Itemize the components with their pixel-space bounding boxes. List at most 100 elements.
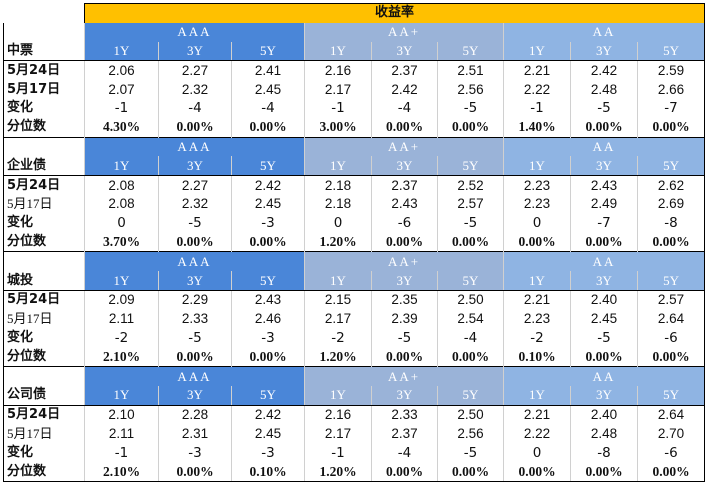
value-cell: 2.11 bbox=[84, 424, 159, 444]
value-cell: -2 bbox=[304, 328, 372, 348]
value-cell: 2.56 bbox=[437, 80, 504, 99]
rating-header: AA bbox=[502, 251, 706, 272]
value-cell: 2.64 bbox=[636, 309, 706, 329]
value-cell: 2.45 bbox=[231, 194, 305, 214]
row-label: 分位数 bbox=[3, 462, 85, 482]
value-cell: 2.49 bbox=[570, 194, 638, 214]
tenor-header: 1Y bbox=[84, 41, 159, 62]
value-cell: 2.16 bbox=[304, 60, 372, 81]
value-cell: 2.17 bbox=[304, 309, 372, 329]
value-cell: 0.00% bbox=[231, 117, 305, 138]
value-cell: -5 bbox=[437, 213, 504, 233]
value-cell: 2.23 bbox=[503, 194, 571, 214]
value-cell: 2.37 bbox=[371, 424, 438, 444]
tenor-header: 5Y bbox=[231, 41, 305, 62]
value-cell: 2.22 bbox=[503, 424, 571, 444]
value-cell: 2.59 bbox=[636, 60, 706, 81]
value-cell: 2.21 bbox=[503, 290, 571, 310]
value-cell: -5 bbox=[437, 443, 504, 463]
value-cell: 2.56 bbox=[437, 424, 504, 444]
value-cell: 1.40% bbox=[503, 117, 571, 138]
tenor-header: 5Y bbox=[636, 156, 706, 177]
tenor-header: 1Y bbox=[503, 385, 571, 406]
row-label: 5月24日 bbox=[3, 175, 85, 195]
value-cell: 0.10% bbox=[231, 462, 305, 482]
value-cell: -8 bbox=[570, 443, 638, 463]
value-cell: 0.00% bbox=[437, 347, 504, 367]
value-cell: -1 bbox=[84, 443, 159, 463]
tenor-header: 3Y bbox=[371, 271, 438, 291]
rating-header-row: AAA AA+ AA bbox=[3, 366, 706, 386]
section-label-top bbox=[3, 22, 85, 42]
value-cell: -3 bbox=[231, 328, 305, 348]
row-label: 5月24日 bbox=[3, 290, 85, 310]
tenor-header: 5Y bbox=[636, 41, 706, 62]
value-cell: 0.00% bbox=[570, 232, 638, 252]
value-cell: 2.09 bbox=[84, 290, 159, 310]
rating-header-row: AAA AA+ AA bbox=[3, 251, 706, 272]
value-cell: 2.66 bbox=[636, 80, 706, 99]
value-cell: 2.31 bbox=[158, 424, 232, 444]
tenor-header: 1Y bbox=[304, 271, 372, 291]
value-cell: -5 bbox=[371, 328, 438, 348]
value-cell: 2.42 bbox=[371, 80, 438, 99]
rating-header: AA+ bbox=[304, 366, 504, 386]
value-cell: 2.17 bbox=[304, 424, 372, 444]
value-cell: 2.54 bbox=[437, 309, 504, 329]
value-cell: 2.23 bbox=[503, 175, 571, 195]
tenor-header: 3Y bbox=[570, 156, 638, 177]
value-cell: 2.62 bbox=[636, 175, 706, 195]
value-cell: 0.00% bbox=[636, 462, 706, 482]
value-cell: 2.40 bbox=[570, 405, 638, 425]
value-cell: 2.29 bbox=[158, 290, 232, 310]
value-cell: 0.00% bbox=[437, 117, 504, 138]
value-cell: 1.20% bbox=[304, 462, 372, 482]
value-cell: 2.18 bbox=[304, 194, 372, 214]
rating-header: AAA bbox=[84, 22, 305, 42]
value-cell: 4.30% bbox=[84, 117, 159, 138]
value-cell: 0.00% bbox=[570, 347, 638, 367]
value-cell: -3 bbox=[231, 213, 305, 233]
tenor-header: 1Y bbox=[503, 156, 571, 177]
row-label: 变化 bbox=[3, 213, 85, 233]
tenor-header: 5Y bbox=[231, 385, 305, 406]
tenor-header-row: 中票 1Y 3Y 5Y 1Y 3Y 5Y 1Y 3Y 5Y bbox=[3, 41, 706, 62]
value-cell: -1 bbox=[84, 98, 159, 118]
tenor-header: 1Y bbox=[84, 156, 159, 177]
table-row: 分位数 3.70% 0.00% 0.00% 1.20% 0.00% 0.00% 0.00% 0.… bbox=[3, 232, 706, 252]
tenor-header: 1Y bbox=[84, 271, 159, 291]
table-row: 变化 -1 -3 -3 -1 -4 -5 0 -8 -6 bbox=[3, 443, 706, 463]
value-cell: 2.08 bbox=[84, 194, 159, 214]
value-cell: -4 bbox=[437, 328, 504, 348]
tenor-header: 5Y bbox=[636, 385, 706, 406]
value-cell: 2.64 bbox=[636, 405, 706, 425]
rating-header: AA bbox=[502, 366, 706, 386]
value-cell: 2.23 bbox=[503, 309, 571, 329]
tenor-header: 5Y bbox=[437, 156, 504, 177]
tenor-header: 1Y bbox=[304, 385, 372, 406]
table-row: 5月24日 2.10 2.28 2.42 2.16 2.33 2.50 2.21 2.40 2.6… bbox=[3, 405, 706, 425]
table-row: 5月24日 2.06 2.27 2.41 2.16 2.37 2.51 2.21 2.42 2.5… bbox=[3, 60, 706, 81]
value-cell: 0.00% bbox=[158, 117, 232, 138]
value-cell: 0.00% bbox=[636, 232, 706, 252]
value-cell: 2.33 bbox=[371, 405, 438, 425]
value-cell: 2.57 bbox=[636, 290, 706, 310]
table-row: 5月24日 2.09 2.29 2.43 2.15 2.35 2.50 2.21 2.40 2.5… bbox=[3, 290, 706, 310]
value-cell: 3.00% bbox=[304, 117, 372, 138]
value-cell: 0.00% bbox=[437, 232, 504, 252]
value-cell: -4 bbox=[231, 98, 305, 118]
tenor-header-row: 公司债 1Y 3Y 5Y 1Y 3Y 5Y 1Y 3Y 5Y bbox=[3, 385, 706, 406]
value-cell: 2.21 bbox=[503, 60, 571, 81]
tenor-header: 3Y bbox=[371, 41, 438, 62]
tenor-header-row: 城投 1Y 3Y 5Y 1Y 3Y 5Y 1Y 3Y 5Y bbox=[3, 271, 706, 291]
value-cell: 0.00% bbox=[503, 462, 571, 482]
value-cell: 2.70 bbox=[636, 424, 706, 444]
value-cell: 0.00% bbox=[570, 117, 638, 138]
table-row: 分位数 2.10% 0.00% 0.10% 1.20% 0.00% 0.00% 0.00% 0.… bbox=[3, 462, 706, 482]
rating-header-row: AAA AA+ AA bbox=[3, 136, 706, 157]
value-cell: -1 bbox=[304, 443, 372, 463]
value-cell: -8 bbox=[636, 213, 706, 233]
value-cell: 2.42 bbox=[231, 405, 305, 425]
tenor-header: 3Y bbox=[570, 385, 638, 406]
value-cell: -4 bbox=[371, 98, 438, 118]
